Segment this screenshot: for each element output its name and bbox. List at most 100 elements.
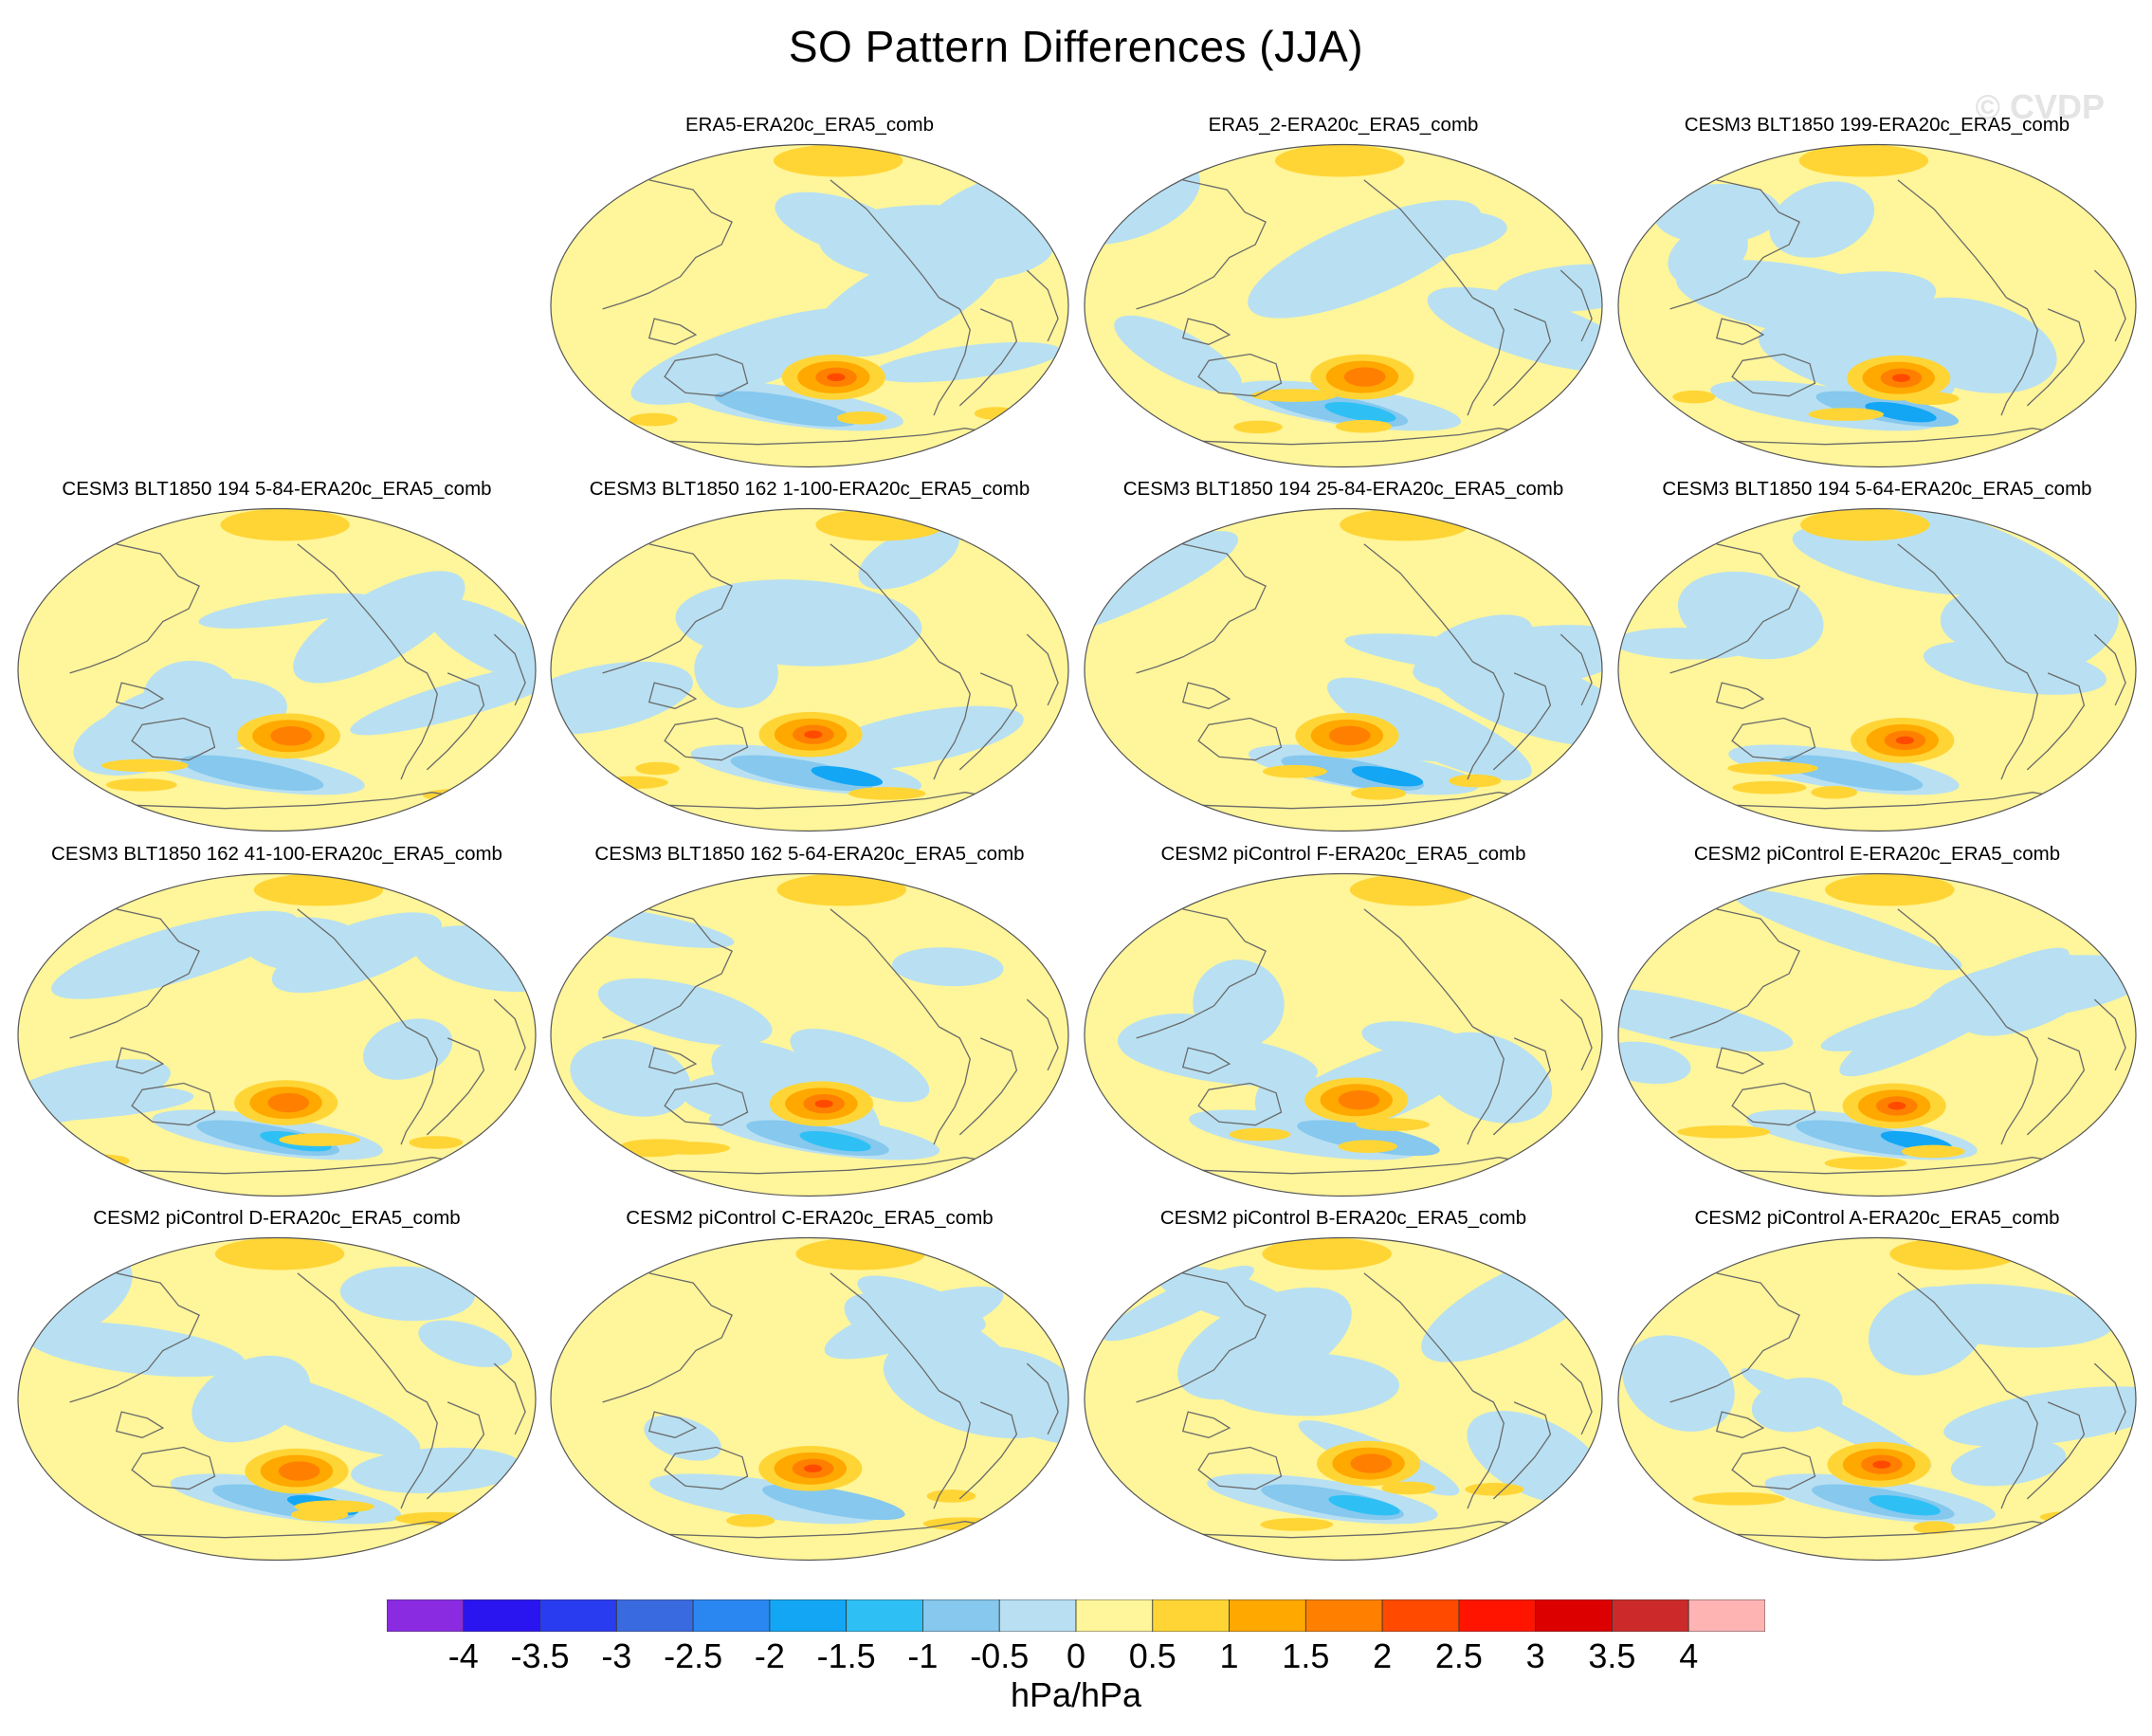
anomaly-contour xyxy=(1449,774,1502,788)
coastline xyxy=(427,1402,483,1499)
anomaly-contour xyxy=(1618,986,1794,1052)
anomaly-contour xyxy=(844,1292,1012,1384)
coastline xyxy=(1364,1273,1473,1391)
coastline xyxy=(2027,673,2084,770)
robinson-map xyxy=(550,507,1069,832)
colorbar-box xyxy=(1612,1599,1689,1632)
anomaly-contour xyxy=(1338,1140,1397,1153)
robinson-map xyxy=(1084,872,1603,1197)
coastline xyxy=(603,1273,733,1402)
anomaly-contour xyxy=(714,391,858,428)
coastline xyxy=(603,544,733,673)
anomaly-contour xyxy=(570,1038,691,1117)
coastline xyxy=(1493,1402,1550,1499)
coastline xyxy=(1198,1448,1281,1489)
anomaly-contour xyxy=(339,1266,475,1322)
coastline xyxy=(830,544,939,662)
anomaly-contour xyxy=(1114,315,1242,393)
robinson-map xyxy=(1617,1236,2137,1562)
map-border xyxy=(1617,507,2137,832)
coastline xyxy=(1898,1273,2007,1391)
anomaly-contour xyxy=(858,525,959,590)
coastline xyxy=(132,719,214,760)
anomaly-contour xyxy=(418,1320,513,1367)
map-panel: CESM2 piControl E-ERA20c_ERA5_comb xyxy=(1612,843,2143,1208)
map-panel-title: CESM2 piControl F-ERA20c_ERA5_comb xyxy=(1160,843,1526,865)
colorbar-tick-label: 4 xyxy=(1679,1636,1699,1675)
coastline xyxy=(401,662,437,779)
coastline xyxy=(494,1363,525,1434)
coastline xyxy=(1027,270,1058,341)
map-panel-title: ERA5_2-ERA20c_ERA5_comb xyxy=(1208,114,1479,136)
anomaly-contour xyxy=(761,1484,905,1521)
robinson-map xyxy=(17,507,537,832)
coastline xyxy=(1364,909,1473,1027)
coastline xyxy=(2001,298,2037,415)
coastline xyxy=(1493,1038,1550,1135)
anomaly-contour xyxy=(614,1143,684,1158)
anomaly-contour xyxy=(1808,408,1885,421)
coastline xyxy=(1560,270,1592,341)
coastline xyxy=(1137,1273,1267,1402)
anomaly-contour xyxy=(220,508,350,541)
coastline xyxy=(649,683,696,708)
robinson-map xyxy=(550,143,1069,468)
colorbar-tick-label: -3 xyxy=(601,1636,632,1675)
colorbar-box xyxy=(387,1599,465,1632)
robinson-map xyxy=(1084,507,1603,832)
anomaly-contour xyxy=(270,726,312,746)
coastline xyxy=(1898,909,2007,1027)
map-border xyxy=(550,872,1069,1197)
coastline xyxy=(1898,180,2007,298)
coastline xyxy=(1670,180,1800,309)
anomaly-contour xyxy=(635,761,680,776)
coastline xyxy=(1468,298,1504,415)
coastline xyxy=(427,673,483,770)
anomaly-contour xyxy=(1343,367,1386,387)
anomaly-contour xyxy=(351,1447,522,1493)
anomaly-contour xyxy=(1260,1518,1334,1531)
colorbar-units: hPa/hPa xyxy=(1010,1675,1142,1714)
map-border xyxy=(1617,872,2137,1197)
map-panel: CESM3 BLT1850 194 25-84-ERA20c_ERA5_comb xyxy=(1078,478,1609,843)
coastline xyxy=(1670,544,1800,673)
anomaly-contour xyxy=(872,341,1062,383)
coastline xyxy=(665,1448,747,1489)
anomaly-contour xyxy=(1913,1521,1956,1534)
coastline xyxy=(1183,1412,1230,1437)
colorbar-box xyxy=(769,1599,848,1632)
anomaly-contour xyxy=(1328,1495,1400,1516)
anomaly-contour xyxy=(1262,764,1327,778)
map-border xyxy=(17,872,537,1197)
coastline xyxy=(603,909,733,1038)
colorbar-box xyxy=(1229,1599,1306,1632)
anomaly-contour xyxy=(1361,1021,1474,1062)
coastline xyxy=(603,180,733,309)
map-panel-title: CESM3 BLT1850 194 5-64-ERA20c_ERA5_comb xyxy=(1662,478,2092,500)
robinson-map xyxy=(1617,507,2137,832)
anomaly-contour xyxy=(1356,1118,1430,1131)
coastline xyxy=(665,719,747,760)
anomaly-contour xyxy=(221,1369,421,1456)
coastline xyxy=(1493,673,1550,770)
anomaly-contour xyxy=(294,1500,374,1513)
anomaly-contour xyxy=(363,1018,453,1080)
colorbar-box xyxy=(846,1599,923,1632)
anomaly-contour xyxy=(1349,873,1480,906)
anomaly-contour xyxy=(629,412,678,427)
anomaly-contour xyxy=(1811,785,1858,799)
coastline xyxy=(494,999,525,1070)
anomaly-contour xyxy=(1751,1377,1843,1433)
anomaly-contour xyxy=(426,598,536,683)
coastline xyxy=(830,909,939,1027)
coastline xyxy=(132,1448,214,1489)
colorbar-box xyxy=(922,1599,1000,1632)
colorbar-box xyxy=(1381,1599,1460,1632)
anomaly-contour xyxy=(1465,1483,1524,1496)
anomaly-contour xyxy=(1889,1237,2019,1270)
map-border xyxy=(550,1236,1069,1562)
map-border xyxy=(17,1236,537,1562)
coastline xyxy=(2094,634,2125,705)
colorbar-tick-label: -0.5 xyxy=(970,1636,1030,1675)
map-panel-title: CESM3 BLT1850 162 41-100-ERA20c_ERA5_com… xyxy=(51,843,502,865)
